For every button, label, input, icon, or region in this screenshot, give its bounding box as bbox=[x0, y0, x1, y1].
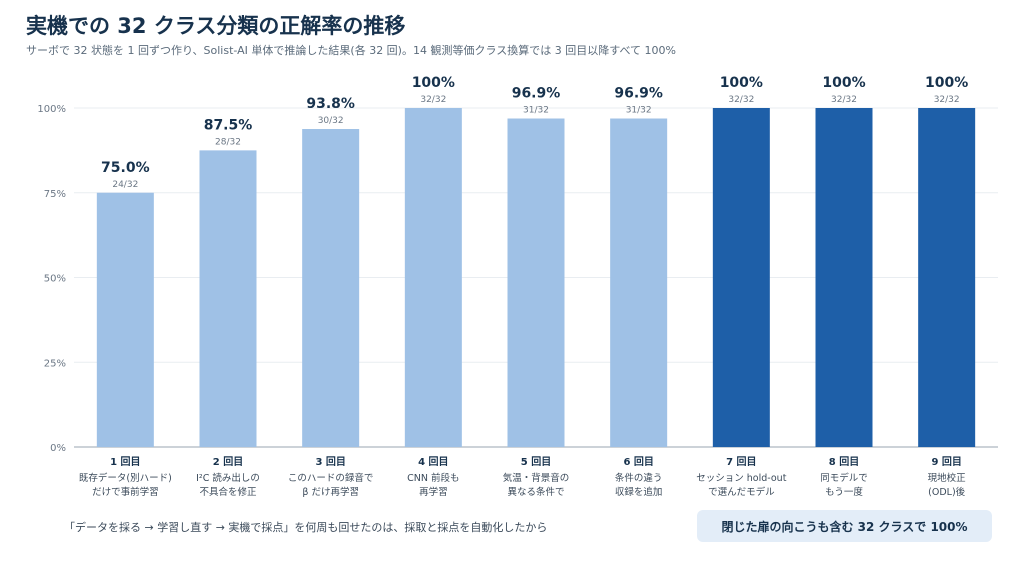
result-badge: 閉じた扉の向こうも含む 32 クラスで 100% bbox=[697, 510, 992, 542]
y-tick-label: 25% bbox=[44, 358, 66, 369]
bar-count-label: 32/32 bbox=[831, 95, 857, 105]
bar-value-label: 100% bbox=[822, 75, 865, 91]
bar-value-label: 100% bbox=[925, 75, 968, 91]
bar-value-label: 75.0% bbox=[101, 160, 150, 176]
bar-count-label: 32/32 bbox=[728, 95, 754, 105]
bar-value-label: 87.5% bbox=[204, 117, 253, 133]
x-tick-description: で選んだモデル bbox=[708, 486, 775, 498]
bar bbox=[507, 118, 565, 447]
x-tick-description: (ODL)後 bbox=[928, 486, 965, 498]
x-tick-description: 既存データ(別ハード) bbox=[79, 472, 172, 484]
x-tick-label: 9 回目 bbox=[931, 456, 961, 468]
x-tick-description: 同モデルで bbox=[820, 472, 868, 484]
x-tick-label: 7 回目 bbox=[726, 456, 756, 468]
bar-count-label: 31/32 bbox=[523, 106, 549, 116]
x-tick-description: 異なる条件で bbox=[507, 486, 564, 498]
x-tick-description: このハードの録音で bbox=[288, 472, 374, 484]
x-tick-label: 3 回目 bbox=[315, 456, 345, 468]
x-tick-description: CNN 前段も bbox=[407, 472, 459, 484]
bar bbox=[610, 118, 668, 447]
bar-value-label: 96.9% bbox=[512, 86, 561, 102]
x-tick-description: だけで事前学習 bbox=[92, 486, 159, 498]
x-tick-label: 2 回目 bbox=[213, 456, 243, 468]
bar bbox=[815, 108, 873, 447]
x-tick-label: 8 回目 bbox=[829, 456, 859, 468]
bar bbox=[199, 150, 257, 447]
footnote: 「データを採る → 学習し直す → 実機で採点」を何周も回せたのは、採取と採点を… bbox=[64, 521, 548, 534]
chart-subtitle: サーボで 32 状態を 1 回ずつ作り、Solist-AI 単体で推論した結果(… bbox=[26, 44, 676, 57]
bar-count-label: 32/32 bbox=[934, 95, 960, 105]
x-tick-label: 1 回目 bbox=[110, 456, 140, 468]
x-tick-description: 再学習 bbox=[419, 486, 448, 498]
chart-title: 実機での 32 クラス分類の正解率の推移 bbox=[26, 14, 406, 38]
x-tick-description: β だけ再学習 bbox=[302, 486, 359, 498]
bar-count-label: 32/32 bbox=[420, 95, 446, 105]
x-tick-description: セッション hold-out bbox=[696, 473, 786, 484]
bar-count-label: 24/32 bbox=[112, 180, 138, 190]
bar bbox=[302, 129, 360, 447]
bar-chart: 0% 25% 50% 75% 100% 75.0% 24/32 1 回目既存データ(別ハード)… bbox=[37, 75, 998, 498]
bar-count-label: 31/32 bbox=[626, 106, 652, 116]
bar bbox=[712, 108, 770, 447]
y-tick-label: 0% bbox=[50, 443, 66, 454]
x-tick-description: もう一度 bbox=[825, 486, 863, 498]
y-tick-label: 100% bbox=[37, 104, 66, 115]
y-tick-label: 50% bbox=[44, 274, 66, 285]
bar bbox=[404, 108, 462, 447]
x-tick-description: 現地校正 bbox=[928, 472, 967, 484]
bar bbox=[918, 108, 976, 447]
bar-count-label: 30/32 bbox=[318, 116, 344, 126]
bar-value-label: 100% bbox=[412, 75, 455, 91]
y-tick-label: 75% bbox=[44, 189, 66, 200]
x-tick-description: 条件の違う bbox=[615, 472, 663, 484]
bar-value-label: 96.9% bbox=[614, 86, 663, 102]
bar-value-label: 100% bbox=[720, 75, 763, 91]
x-tick-label: 5 回目 bbox=[521, 456, 551, 468]
bar-value-label: 93.8% bbox=[306, 96, 355, 112]
x-tick-label: 4 回目 bbox=[418, 456, 448, 468]
bar bbox=[96, 192, 154, 447]
bar-count-label: 28/32 bbox=[215, 137, 241, 147]
x-tick-description: 気温・背景音の bbox=[503, 472, 570, 484]
x-tick-description: 収録を追加 bbox=[615, 486, 663, 498]
x-tick-description: I²C 読み出しの bbox=[196, 472, 260, 484]
x-tick-description: 不具合を修正 bbox=[199, 486, 257, 498]
x-tick-label: 6 回目 bbox=[623, 456, 653, 468]
